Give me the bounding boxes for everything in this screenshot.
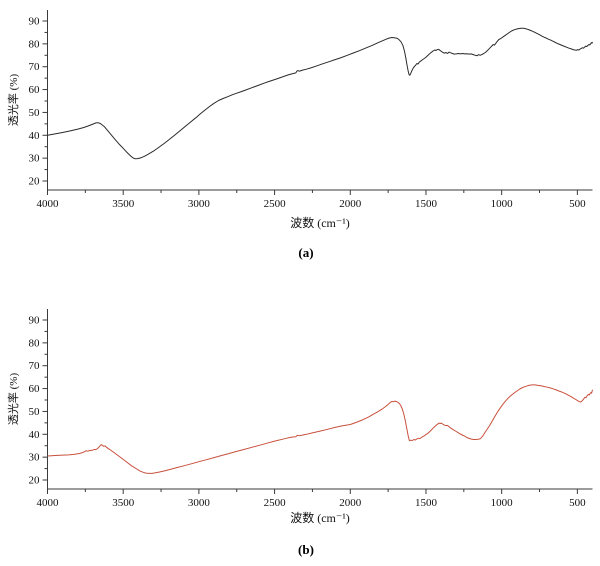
chart-a: 4000 3500 3000 2500 2000 1500 1000 500 20 30 40 50 6…: [0, 0, 600, 262]
y-tick-label: 90: [29, 16, 41, 28]
y-tick-label: 40: [29, 429, 41, 441]
y-tick-label: 80: [29, 38, 41, 50]
x-tick-label: 4000: [37, 497, 60, 509]
chart-b: 4000 3500 3000 2500 2000 1500 1000 500 20 30 40 50 6…: [0, 299, 600, 561]
x-tick-label: 2500: [264, 497, 287, 509]
y-tick-label: 50: [29, 107, 41, 119]
x-tick-label: 1000: [491, 497, 514, 509]
y-tick-label: 50: [29, 406, 41, 418]
y-tick-label: 20: [29, 475, 41, 487]
y-tick-label: 90: [29, 315, 41, 327]
spectrum-curve: [47, 384, 593, 474]
y-tick-label: 60: [29, 84, 41, 96]
x-tick-label: 1500: [415, 497, 438, 509]
y-tick-label: 40: [29, 130, 41, 142]
x-tick-label: 1000: [491, 198, 514, 210]
chart-b-x-axis-title: 波数 (cm⁻¹): [290, 511, 350, 525]
chart-a-x-axis-title: 波数 (cm⁻¹): [290, 216, 350, 230]
y-tick-label: 70: [29, 61, 41, 73]
x-tick-label: 1500: [415, 198, 438, 210]
spectrum-curve: [47, 27, 593, 160]
x-tick-label: 3000: [188, 497, 211, 509]
y-tick-label: 30: [29, 153, 41, 165]
x-tick-label: 500: [569, 497, 586, 509]
x-tick-label: 500: [569, 198, 586, 210]
y-tick-label: 70: [29, 360, 41, 372]
y-tick-label: 20: [29, 176, 41, 188]
x-tick-label: 3000: [188, 198, 211, 210]
y-axis-title: 透光率 (%): [6, 373, 20, 426]
x-tick-label: 3500: [112, 497, 135, 509]
x-tick-label: 3500: [112, 198, 135, 210]
y-axis-title: 透光率 (%): [6, 74, 20, 127]
x-tick-label: 4000: [37, 198, 60, 210]
chart-b-caption: (b): [298, 542, 314, 557]
y-tick-label: 30: [29, 452, 41, 464]
y-tick-label: 60: [29, 383, 41, 395]
chart-a-caption: (a): [298, 245, 314, 260]
chart-b-canvas: 4000 3500 3000 2500 2000 1500 1000 500 20 30 40 50 6…: [6, 309, 593, 509]
x-tick-label: 2000: [339, 497, 362, 509]
x-tick-label: 2000: [339, 198, 362, 210]
chart-a-canvas: 4000 3500 3000 2500 2000 1500 1000 500 20 30 40 50 6…: [6, 10, 593, 210]
x-tick-label: 2500: [264, 198, 287, 210]
y-tick-label: 80: [29, 337, 41, 349]
